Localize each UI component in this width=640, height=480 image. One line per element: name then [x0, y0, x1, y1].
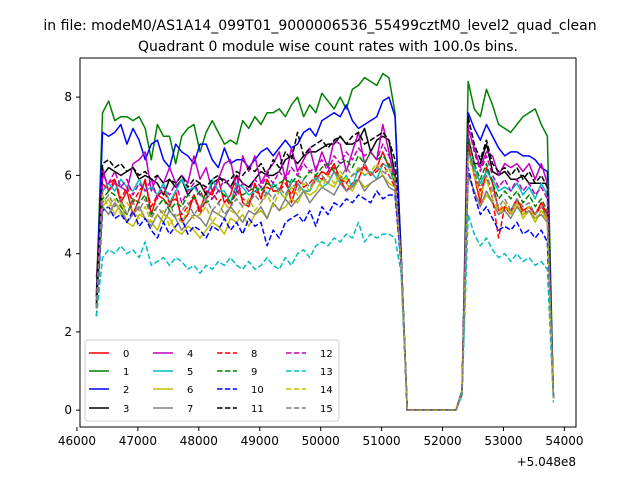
x-tick-label: 47000 — [119, 434, 157, 448]
x-tick-label: 48000 — [180, 434, 218, 448]
x-tick-label: 53000 — [484, 434, 522, 448]
legend-label-15: 15 — [320, 404, 333, 415]
y-tick-label: 8 — [64, 90, 72, 104]
legend-label-2: 2 — [123, 385, 129, 396]
legend-label-14: 14 — [320, 385, 333, 396]
legend-label-11: 11 — [251, 404, 264, 415]
plot-area — [79, 57, 577, 428]
series-line-15 — [95, 151, 555, 411]
legend-label-12: 12 — [320, 349, 333, 360]
x-axis: 46000 47000 48000 49000 50000 51000 52000 53000… — [58, 427, 584, 448]
series-line-11 — [95, 115, 555, 411]
legend-label-1: 1 — [123, 367, 129, 378]
figure-suptitle: in file: modeM0/AS1A14_099T01_9000006536… — [43, 18, 596, 34]
series-line-14 — [95, 155, 555, 411]
legend-label-3: 3 — [123, 404, 129, 415]
legend-label-13: 13 — [320, 367, 333, 378]
series-line-7 — [95, 174, 555, 411]
legend-label-8: 8 — [251, 349, 257, 360]
series-line-12 — [95, 123, 555, 411]
series-line-9 — [95, 135, 555, 411]
y-tick-label: 6 — [64, 168, 72, 182]
y-tick-label: 2 — [64, 325, 72, 339]
legend-label-5: 5 — [187, 367, 193, 378]
y-tick-label: 4 — [64, 247, 72, 261]
series-line-5 — [95, 151, 555, 411]
x-tick-label: 50000 — [302, 434, 340, 448]
chart-title: Quadrant 0 module wise count rates with … — [138, 39, 518, 55]
legend-label-9: 9 — [251, 367, 257, 378]
legend-label-6: 6 — [187, 385, 193, 396]
series-line-8 — [95, 143, 555, 411]
y-axis: 0 2 4 6 8 — [64, 90, 80, 417]
legend-label-7: 7 — [187, 404, 193, 415]
legend-label-10: 10 — [251, 385, 264, 396]
series-layer — [95, 72, 555, 411]
y-tick-label: 0 — [64, 403, 72, 417]
series-line-1 — [95, 72, 555, 411]
series-line-13 — [95, 213, 555, 411]
series-line-2 — [95, 96, 555, 411]
x-tick-label: 46000 — [58, 434, 96, 448]
legend-label-0: 0 — [123, 349, 129, 360]
x-tick-label: 52000 — [423, 434, 461, 448]
series-line-0 — [95, 143, 555, 411]
x-tick-label: 51000 — [363, 434, 401, 448]
x-tick-label: 54000 — [545, 434, 583, 448]
series-line-10 — [95, 166, 555, 411]
legend-label-4: 4 — [187, 349, 193, 360]
series-line-4 — [95, 123, 555, 411]
legend-box — [84, 339, 340, 422]
x-axis-offset-label: +5.048e8 — [517, 455, 576, 469]
x-tick-label: 49000 — [241, 434, 279, 448]
